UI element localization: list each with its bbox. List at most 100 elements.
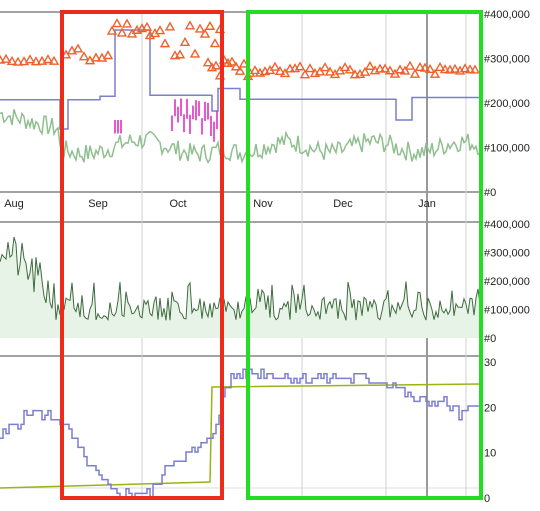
listing-marker (194, 23, 206, 33)
listing-marker (319, 62, 331, 72)
listing-marker (174, 49, 186, 59)
y-tick-label: #300,000 (484, 248, 530, 260)
listing-marker (154, 25, 166, 35)
listing-marker (121, 18, 133, 28)
listing-marker (399, 65, 411, 75)
listing-marker (159, 38, 171, 48)
rank-panel (0, 368, 481, 499)
y-tick-label: #200,000 (484, 276, 530, 288)
x-tick-label: Aug (4, 198, 24, 210)
y-tick-label: #100,000 (484, 143, 530, 155)
grid (0, 11, 480, 498)
listing-marker (164, 21, 176, 31)
listing-marker (210, 60, 222, 70)
listing-marker (304, 63, 316, 73)
listing-marker (66, 45, 78, 55)
listing-marker (204, 20, 216, 30)
listing-marker (24, 54, 36, 64)
x-tick-label: Oct (169, 198, 186, 210)
y-tick-label: #100,000 (484, 305, 530, 317)
listing-marker (209, 38, 221, 48)
listing-marker (6, 55, 18, 66)
listing-marker (294, 61, 306, 71)
listing-marker (389, 68, 401, 78)
listing-marker (344, 64, 356, 74)
listing-marker (234, 65, 246, 75)
listing-marker (78, 51, 90, 61)
y-tick-label: #0 (484, 333, 496, 345)
listing-marker (434, 61, 446, 72)
x-tick-label: Dec (333, 198, 353, 210)
listing-marker (90, 52, 102, 62)
price-panel (0, 18, 481, 164)
listing-marker (379, 63, 391, 73)
listing-marker (202, 57, 214, 67)
listing-marker (384, 65, 396, 75)
listing-marker (184, 20, 196, 30)
listing-marker (116, 27, 128, 37)
listing-marker (0, 54, 6, 64)
listing-marker (206, 62, 218, 72)
listing-marker (469, 64, 481, 74)
listing-marker (419, 62, 431, 72)
rank-step-line (0, 368, 481, 499)
listing-marker (414, 61, 426, 71)
y-tick-label: #0 (484, 187, 496, 199)
x-tick-label: Nov (253, 198, 273, 210)
listing-marker (394, 64, 406, 74)
listing-marker (274, 65, 286, 76)
listing-marker (464, 64, 476, 74)
y-tick-label: 10 (484, 448, 496, 460)
y-tick-label: #200,000 (484, 98, 530, 110)
listing-marker (189, 48, 201, 58)
x-tick-label: Jan (418, 198, 436, 210)
volume-line (0, 236, 481, 321)
trend-line (0, 383, 481, 489)
listing-marker (269, 61, 281, 71)
listing-marker (429, 68, 441, 78)
listing-marker (299, 69, 311, 79)
listing-marker (102, 50, 114, 60)
listing-marker (111, 18, 123, 28)
listing-marker (439, 64, 451, 74)
y-tick-label: #400,000 (484, 219, 530, 231)
axis-labels: Aug Sep Oct Nov Dec Jan #400,000 #300,000 #200,0… (4, 9, 530, 505)
avg-price-line (0, 109, 481, 164)
listing-marker (324, 66, 336, 76)
listing-marker (36, 55, 48, 65)
listing-marker (314, 66, 326, 76)
listing-marker (459, 63, 471, 73)
listing-marker (48, 55, 60, 65)
listing-marker (339, 62, 351, 72)
listing-marker (199, 28, 211, 38)
price-step-line (0, 29, 480, 130)
y-tick-label: #400,000 (484, 9, 530, 21)
volume-area (0, 237, 480, 338)
highlight-box-green (246, 10, 483, 500)
y-tick-label: 0 (484, 493, 490, 505)
listing-marker (72, 43, 84, 53)
listing-marker (374, 63, 386, 73)
listing-marker (179, 36, 191, 47)
volume-panel (0, 236, 481, 338)
y-tick-label: 20 (484, 402, 496, 414)
listing-marker (18, 56, 30, 66)
listing-marker (364, 60, 376, 70)
y-tick-label: #300,000 (484, 54, 530, 66)
listing-marker (106, 25, 118, 35)
y-tick-label: 30 (484, 357, 496, 369)
listing-marker (409, 68, 421, 78)
highlight-boxes (60, 10, 483, 500)
listing-marker (284, 63, 296, 73)
listing-marker (404, 60, 416, 70)
listing-marker (12, 56, 24, 66)
x-tick-label: Sep (88, 198, 108, 210)
listing-marker (226, 56, 238, 66)
listing-marker (424, 63, 436, 74)
listing-marker (0, 53, 12, 63)
listing-marker (42, 54, 54, 64)
listing-marker (141, 21, 153, 31)
highlight-box-red (60, 10, 224, 500)
listing-marker (359, 66, 371, 76)
